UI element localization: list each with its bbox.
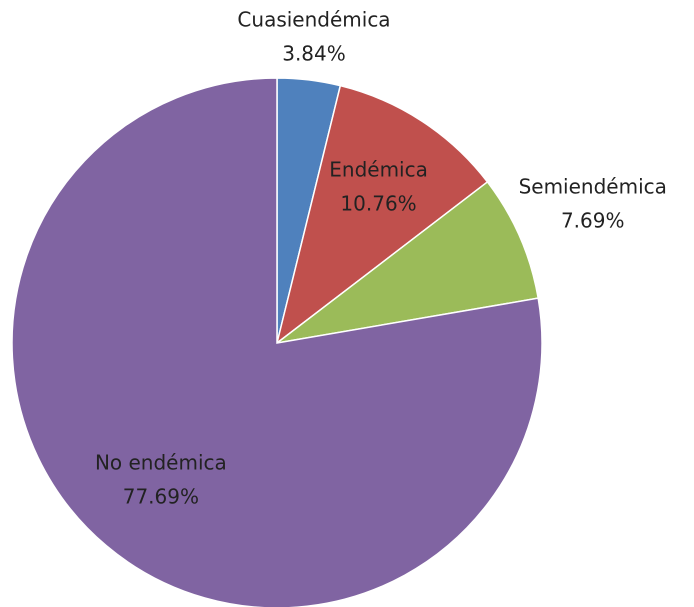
- pie-slice: [276, 180, 540, 344]
- slice-value-label: 3.84%: [282, 41, 346, 65]
- slice-value-label: 77.69%: [123, 484, 199, 508]
- pie-slice: [275, 84, 489, 345]
- slice-label: Semiendémica: [519, 175, 667, 199]
- slice-label: Endémica: [329, 157, 428, 181]
- slice-value-label: 7.69%: [561, 209, 625, 233]
- pie-slice: [11, 77, 543, 607]
- slice-label: No endémica: [95, 450, 227, 474]
- slice-label: Cuasiendémica: [237, 7, 390, 31]
- slice-value-label: 10.76%: [340, 191, 416, 215]
